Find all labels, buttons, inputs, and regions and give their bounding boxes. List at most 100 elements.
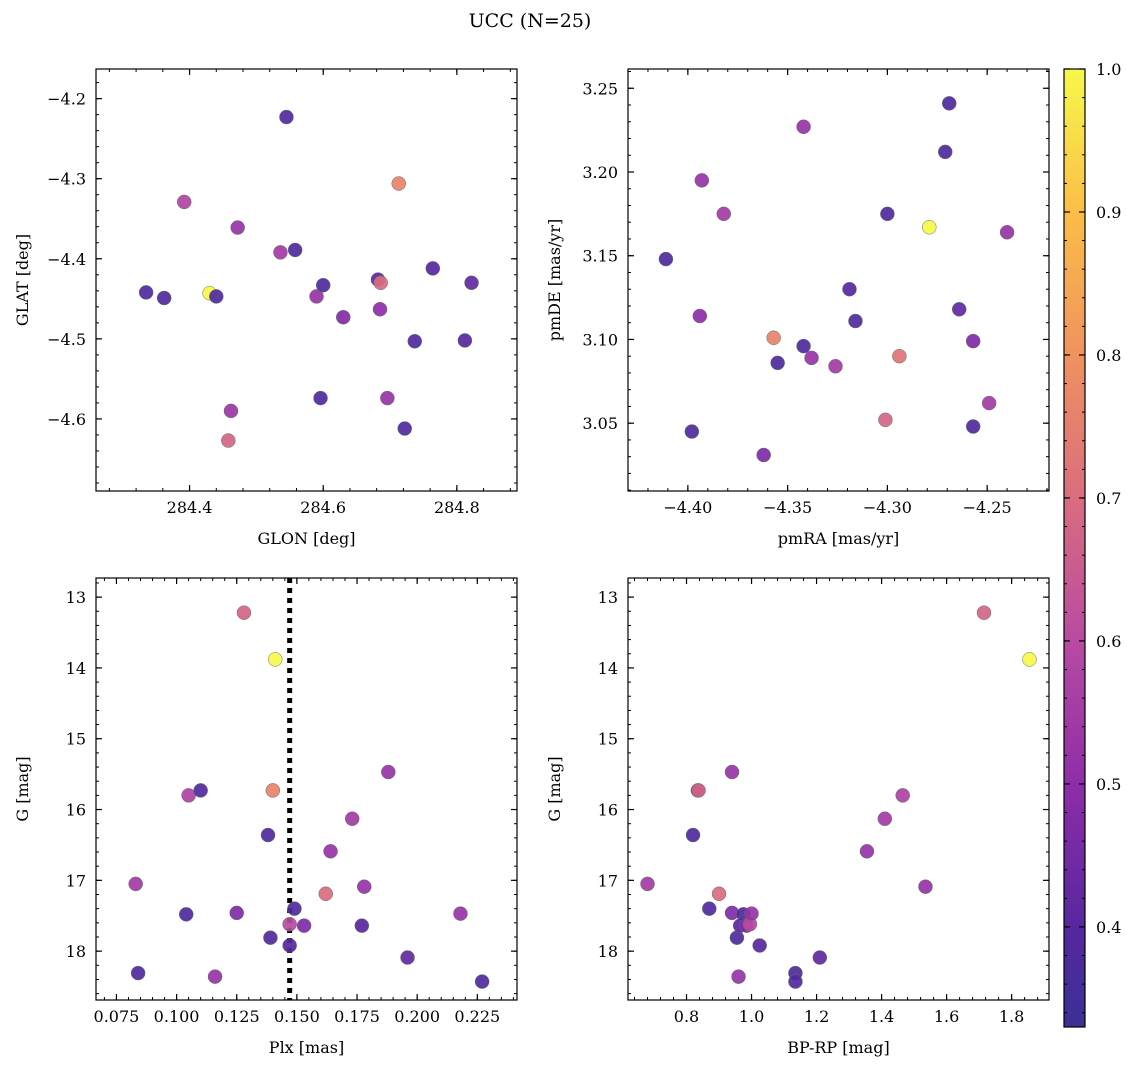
y-tick-label: 18: [598, 942, 618, 961]
y-tick-label: 16: [66, 801, 86, 820]
scatter-point: [691, 783, 706, 798]
x-tick-label: −4.25: [963, 498, 1012, 517]
colorbar-tick-label: 0.9: [1096, 203, 1121, 222]
plot-frame: [95, 68, 518, 492]
scatter-point: [130, 965, 146, 981]
scatter-panel: 0.8 1.0 1.2 1.4 1.6 1.8 13 14 15 16 17 18 BP-RP [mag…: [545, 577, 1050, 1057]
y-tick-label: 16: [598, 801, 618, 820]
scatter-point: [692, 308, 708, 324]
scatter-point: [279, 109, 294, 125]
scatter-point: [724, 764, 740, 780]
x-tick-label: 1.2: [804, 1007, 829, 1026]
colorbar-tick-label: 1.0: [1096, 60, 1121, 79]
scatter-point: [848, 313, 863, 329]
x-tick-label: 0.125: [214, 1007, 260, 1026]
y-tick-label: 3.25: [582, 79, 618, 98]
scatter-point: [859, 844, 875, 859]
plot-frame: [95, 577, 518, 1001]
scatter-point: [1022, 652, 1037, 667]
x-tick-label: −4.35: [763, 498, 812, 517]
x-tick-label: −4.30: [863, 498, 912, 517]
scatter-point: [895, 788, 910, 803]
scatter-point: [400, 950, 415, 965]
scatter-point: [770, 355, 785, 371]
scatter-point: [354, 918, 370, 933]
scatter-point: [951, 302, 967, 317]
scatter-point: [812, 950, 828, 965]
y-tick-label: 14: [598, 659, 618, 678]
scatter-point: [138, 285, 154, 300]
x-axis-label: GLON [deg]: [257, 529, 355, 548]
scatter-point: [965, 333, 981, 349]
y-tick-label: 15: [66, 730, 86, 749]
scatter-point: [178, 907, 194, 922]
x-tick-label: 0.075: [94, 1007, 140, 1026]
scatter-point: [318, 886, 333, 902]
colorbar-tick-label: 0.4: [1096, 918, 1121, 937]
y-tick-label: 17: [598, 871, 618, 890]
y-tick-label: 15: [598, 730, 618, 749]
plot-frame: [627, 577, 1050, 1001]
scatter-point: [804, 350, 819, 366]
y-axis-label: G [mag]: [545, 756, 564, 821]
y-tick-label: 17: [66, 871, 86, 890]
scatter-point: [229, 905, 244, 921]
x-tick-label: 1.8: [999, 1007, 1024, 1026]
y-tick-label: −4.3: [47, 170, 86, 189]
colorbar-tick-label: 0.7: [1096, 489, 1121, 508]
scatter-point: [474, 974, 490, 989]
colorbar-gradient: [1063, 68, 1086, 1028]
y-tick-label: 3.15: [582, 247, 618, 266]
scatter-point: [336, 309, 351, 325]
scatter-point: [999, 225, 1015, 240]
x-tick-label: 1.4: [869, 1007, 894, 1026]
scatter-point: [373, 275, 388, 291]
x-tick-label: 0.150: [274, 1007, 320, 1026]
scatter-point: [766, 330, 781, 346]
colorbar-tick-label: 0.8: [1096, 346, 1121, 365]
scatter-point: [702, 901, 717, 916]
x-tick-label: −4.40: [663, 498, 712, 517]
scatter-point: [892, 348, 907, 364]
scatter-point: [877, 811, 893, 826]
scatter-point: [922, 220, 937, 235]
scatter-point: [756, 447, 771, 463]
scatter-point: [918, 879, 933, 894]
figure-title: UCC (N=25): [469, 10, 592, 32]
scatter-point: [464, 275, 479, 291]
scatter-point: [685, 827, 701, 843]
x-tick-label: 284.8: [434, 498, 480, 517]
scatter-point: [287, 242, 303, 258]
y-tick-label: −4.2: [47, 90, 86, 109]
y-tick-label: 13: [598, 588, 618, 607]
scatter-panel: 0.075 0.100 0.125 0.150 0.175 0.200 0.225 13 14 1…: [13, 577, 518, 1057]
y-tick-label: 13: [66, 588, 86, 607]
scatter-point: [230, 220, 245, 235]
scatter-point: [176, 194, 192, 210]
scatter-panel: 284.4 284.6 284.8 −4.2 −4.3 −4.4 −4.5 −4.6 GLON …: [13, 68, 518, 548]
scatter-point: [640, 876, 655, 892]
scatter-point: [263, 930, 278, 945]
x-tick-label: 284.4: [167, 498, 213, 517]
y-tick-label: −4.6: [47, 410, 86, 429]
x-tick-label: 0.175: [334, 1007, 380, 1026]
scatter-point: [223, 403, 239, 419]
y-tick-label: 3.20: [582, 163, 618, 182]
scatter-point: [658, 251, 674, 267]
x-tick-label: 0.8: [674, 1007, 699, 1026]
scatter-point: [716, 206, 732, 222]
scatter-point: [193, 783, 208, 798]
y-tick-label: 3.10: [582, 330, 618, 349]
scatter-point: [694, 173, 710, 188]
x-axis-label: pmRA [mas/yr]: [778, 529, 900, 548]
scatter-point: [397, 421, 412, 436]
y-axis-label: GLAT [deg]: [13, 234, 32, 326]
scatter-point: [128, 876, 143, 892]
scatter-point: [372, 301, 388, 317]
x-axis-label: Plx [mas]: [269, 1038, 344, 1057]
x-axis-label: BP-RP [mag]: [787, 1038, 889, 1057]
x-tick-label: 284.6: [300, 498, 346, 517]
scatter-point: [267, 652, 283, 667]
colorbar: 0.4 0.5 0.6 0.7 0.8 0.9 1.0: [1063, 60, 1121, 1028]
